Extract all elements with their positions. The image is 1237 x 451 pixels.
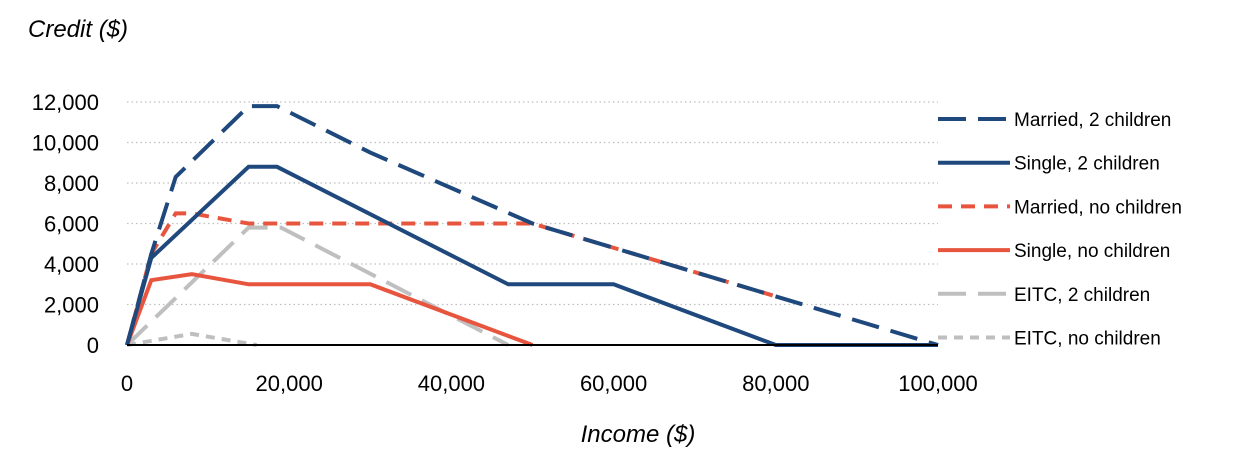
legend-label: Married, no children xyxy=(1014,197,1182,218)
y-tick-label: 12,000 xyxy=(32,90,99,115)
x-tick-label: 100,000 xyxy=(898,371,978,396)
y-axis-title: Credit ($) xyxy=(28,16,128,43)
series-line-0 xyxy=(125,104,939,347)
legend-label: Single, 2 children xyxy=(1014,154,1160,175)
y-tick-label: 2,000 xyxy=(44,293,99,318)
series-line-1 xyxy=(125,164,938,347)
x-tick-label: 80,000 xyxy=(742,371,809,396)
x-tick-label: 0 xyxy=(121,371,133,396)
series-line-3 xyxy=(125,272,534,347)
legend: Married, 2 children Single, 2 children Mar… xyxy=(938,110,1182,350)
y-axis-ticks: 0 2,000 4,000 6,000 8,000 10,000 12,000 xyxy=(32,90,99,358)
y-tick-label: 0 xyxy=(87,333,99,358)
series-line-4 xyxy=(125,225,510,347)
legend-label: Single, no children xyxy=(1014,241,1170,262)
y-tick-label: 10,000 xyxy=(32,131,99,156)
x-axis-title: Income ($) xyxy=(581,421,696,448)
series-lines xyxy=(125,104,939,347)
legend-label: EITC, no children xyxy=(1014,329,1161,350)
legend-label: EITC, 2 children xyxy=(1014,285,1150,306)
y-tick-label: 6,000 xyxy=(44,212,99,237)
x-tick-label: 60,000 xyxy=(580,371,647,396)
x-axis-ticks: 0 20,000 40,000 60,000 80,000 100,000 xyxy=(121,371,978,396)
series-line-5 xyxy=(126,331,258,347)
legend-label: Married, 2 children xyxy=(1014,110,1171,131)
y-tick-label: 8,000 xyxy=(44,171,99,196)
x-tick-label: 20,000 xyxy=(256,371,323,396)
gridlines xyxy=(127,101,938,306)
y-tick-label: 4,000 xyxy=(44,252,99,277)
x-tick-label: 40,000 xyxy=(418,371,485,396)
